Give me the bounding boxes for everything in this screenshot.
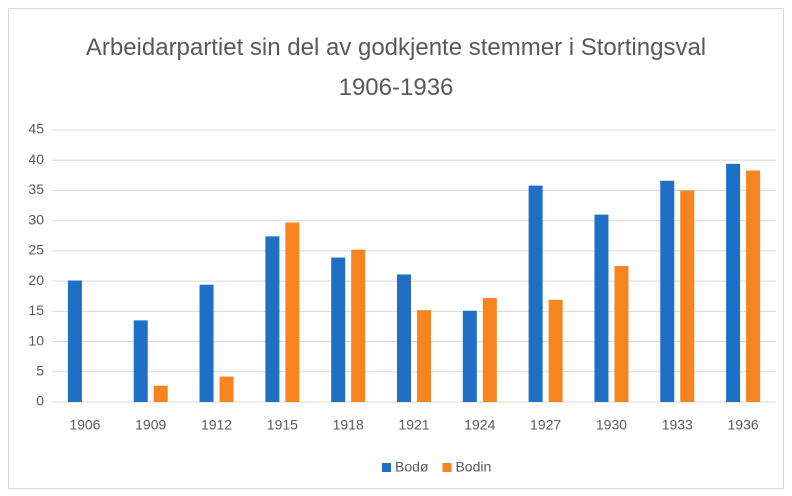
bar [726,163,741,402]
bar [265,236,280,402]
y-tick-label: 25 [28,242,44,258]
bar [482,298,497,402]
y-tick-label: 35 [28,181,44,197]
x-tick-label: 1909 [135,417,166,433]
y-tick-label: 30 [28,211,44,227]
x-tick-label: 1918 [333,417,364,433]
y-tick-label: 0 [36,393,44,409]
legend-label: Bodø [395,459,429,475]
bar [594,214,609,402]
y-tick-label: 5 [36,362,44,378]
bar [133,320,148,402]
bar [153,385,168,402]
chart-border [8,8,784,489]
bar [199,284,214,402]
y-tick-label: 45 [28,121,44,137]
bar [351,249,366,402]
bar [219,376,234,402]
bar [331,257,346,402]
x-tick-label: 1924 [464,417,495,433]
y-tick-label: 20 [28,272,44,288]
bar [67,280,82,402]
x-tick-label: 1906 [69,417,100,433]
x-tick-label: 1915 [267,417,298,433]
x-tick-label: 1912 [201,417,232,433]
bar [285,222,300,402]
y-tick-label: 40 [28,151,44,167]
y-tick-label: 15 [28,302,44,318]
bar [660,180,675,402]
legend-swatch [382,463,391,472]
x-tick-label: 1927 [530,417,561,433]
x-tick-label: 1936 [728,417,759,433]
bar [417,310,431,402]
x-tick-label: 1921 [398,417,429,433]
chart-title: Arbeidarpartiet sin del av godkjente ste… [85,34,707,101]
x-tick-label: 1930 [596,417,627,433]
bar [746,170,761,402]
legend-label: Bodin [455,459,491,475]
bar [548,299,563,402]
bar [397,274,411,402]
bar [614,266,629,402]
bar [680,190,695,402]
x-tick-label: 1933 [662,417,693,433]
bar [462,310,477,402]
legend-swatch [442,463,452,472]
y-tick-label: 10 [28,332,44,348]
bar [528,185,543,402]
